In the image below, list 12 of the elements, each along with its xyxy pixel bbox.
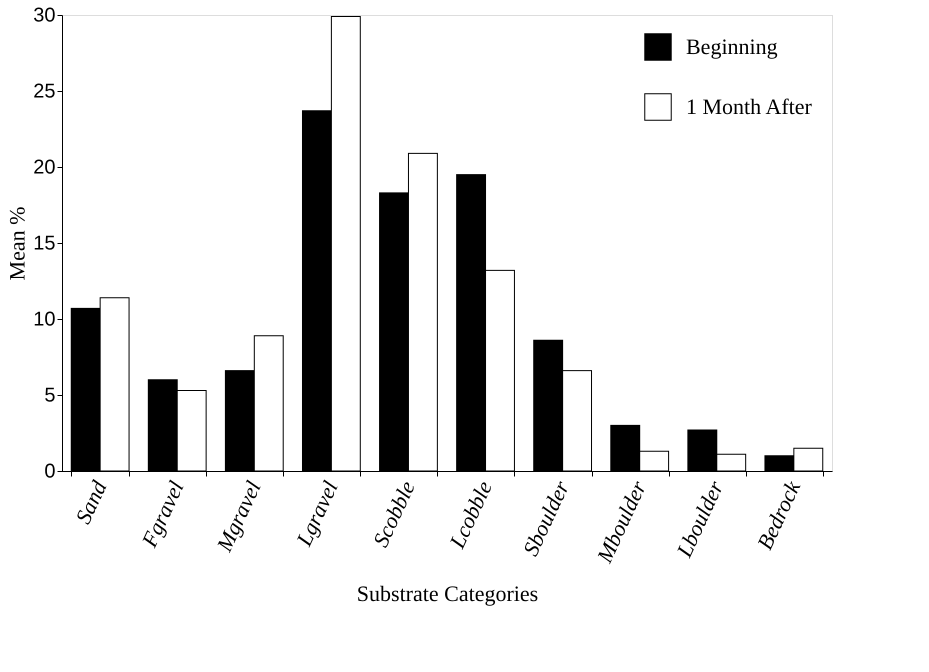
y-tick-label: 30: [33, 4, 56, 26]
y-axis-title: Mean %: [4, 206, 30, 280]
y-tick-label: 15: [33, 232, 56, 254]
y-tick-label: 0: [44, 460, 56, 482]
x-axis-title: Substrate Categories: [356, 580, 538, 606]
y-tick-label: 25: [33, 80, 56, 102]
y-tick-label: 5: [44, 384, 56, 406]
y-tick-label: 10: [33, 308, 56, 330]
legend-label: 1 Month After: [686, 94, 813, 119]
legend-label: Beginning: [686, 34, 778, 59]
y-tick-label: 20: [33, 156, 56, 178]
x-tick-label: Sand: [70, 476, 112, 528]
